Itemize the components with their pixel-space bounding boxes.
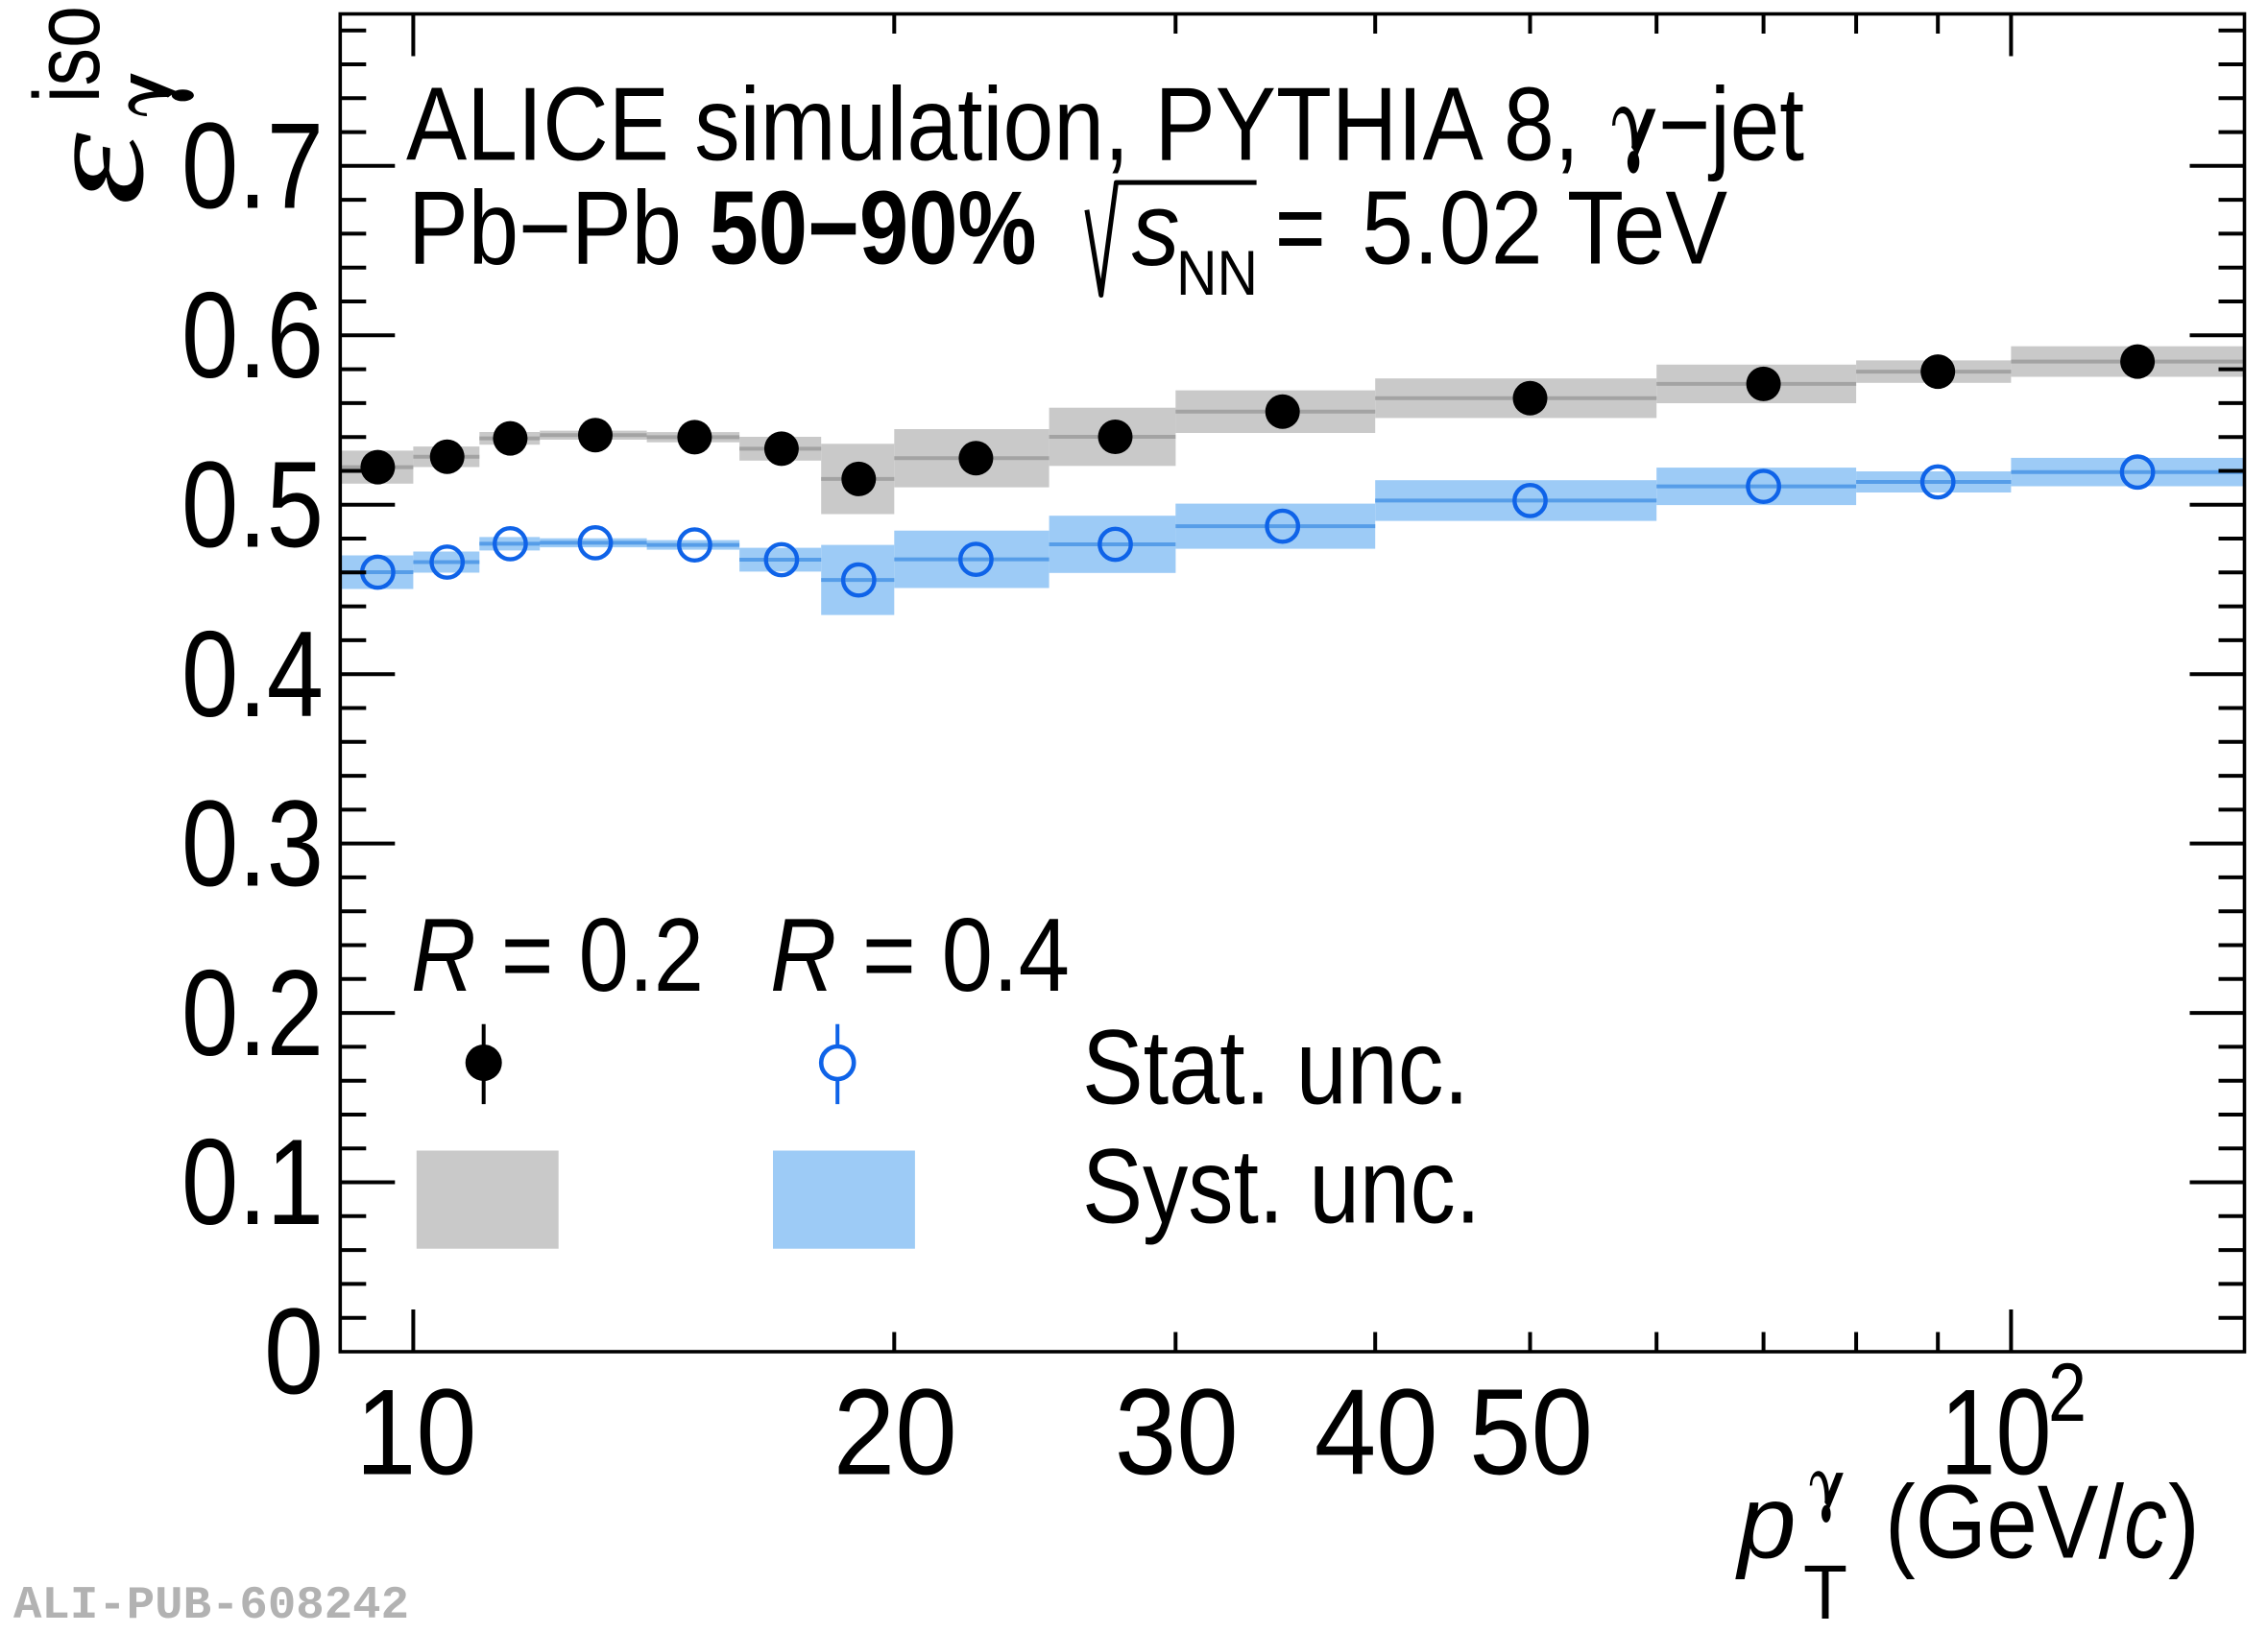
svg-text:Stat. unc.: Stat. unc.: [1082, 1009, 1469, 1127]
svg-text:0.6: 0.6: [181, 267, 324, 403]
svg-text:30: 30: [1115, 1364, 1239, 1501]
svg-text:5.02 TeV: 5.02 TeV: [1362, 169, 1727, 286]
svg-text:R = 0.2: R = 0.2: [411, 897, 704, 1014]
svg-text:R = 0.4: R = 0.4: [770, 897, 1070, 1014]
svg-text:p: p: [1735, 1464, 1797, 1581]
svg-text:ALICE simulation, PYTHIA 8,: ALICE simulation, PYTHIA 8,: [406, 66, 1580, 183]
svg-text:−jet: −jet: [1658, 66, 1804, 183]
svg-text:40: 40: [1315, 1364, 1438, 1501]
svg-text:ε: ε: [14, 132, 174, 205]
svg-text:T: T: [1803, 1549, 1847, 1628]
svg-text:c: c: [2124, 1464, 2167, 1581]
svg-text:10: 10: [355, 1364, 476, 1501]
svg-text:0.1: 0.1: [181, 1114, 324, 1250]
svg-text:50−90%: 50−90%: [710, 169, 1037, 286]
svg-text:iso: iso: [14, 6, 119, 103]
svg-text:Syst. unc.: Syst. unc.: [1082, 1127, 1481, 1245]
svg-text:0: 0: [264, 1284, 324, 1420]
svg-text:2: 2: [2048, 1347, 2087, 1439]
svg-text:0.5: 0.5: [181, 437, 324, 573]
svg-text:10: 10: [1941, 1364, 2052, 1501]
svg-text:Pb−Pb: Pb−Pb: [408, 169, 682, 286]
svg-text:NN: NN: [1176, 237, 1258, 308]
svg-text:0.7: 0.7: [181, 98, 324, 234]
svg-text:(GeV/: (GeV/: [1885, 1464, 2125, 1581]
svg-text:s: s: [1132, 171, 1180, 288]
svg-text:0.3: 0.3: [181, 775, 324, 911]
svg-text:): ): [2168, 1464, 2200, 1581]
svg-text:=: =: [1275, 169, 1326, 286]
svg-text:ALI-PUB-608242: ALI-PUB-608242: [13, 1580, 409, 1628]
svg-text:50: 50: [1469, 1364, 1593, 1501]
svg-text:20: 20: [833, 1364, 957, 1501]
svg-text:0.4: 0.4: [181, 606, 324, 742]
svg-text:0.2: 0.2: [181, 945, 324, 1081]
